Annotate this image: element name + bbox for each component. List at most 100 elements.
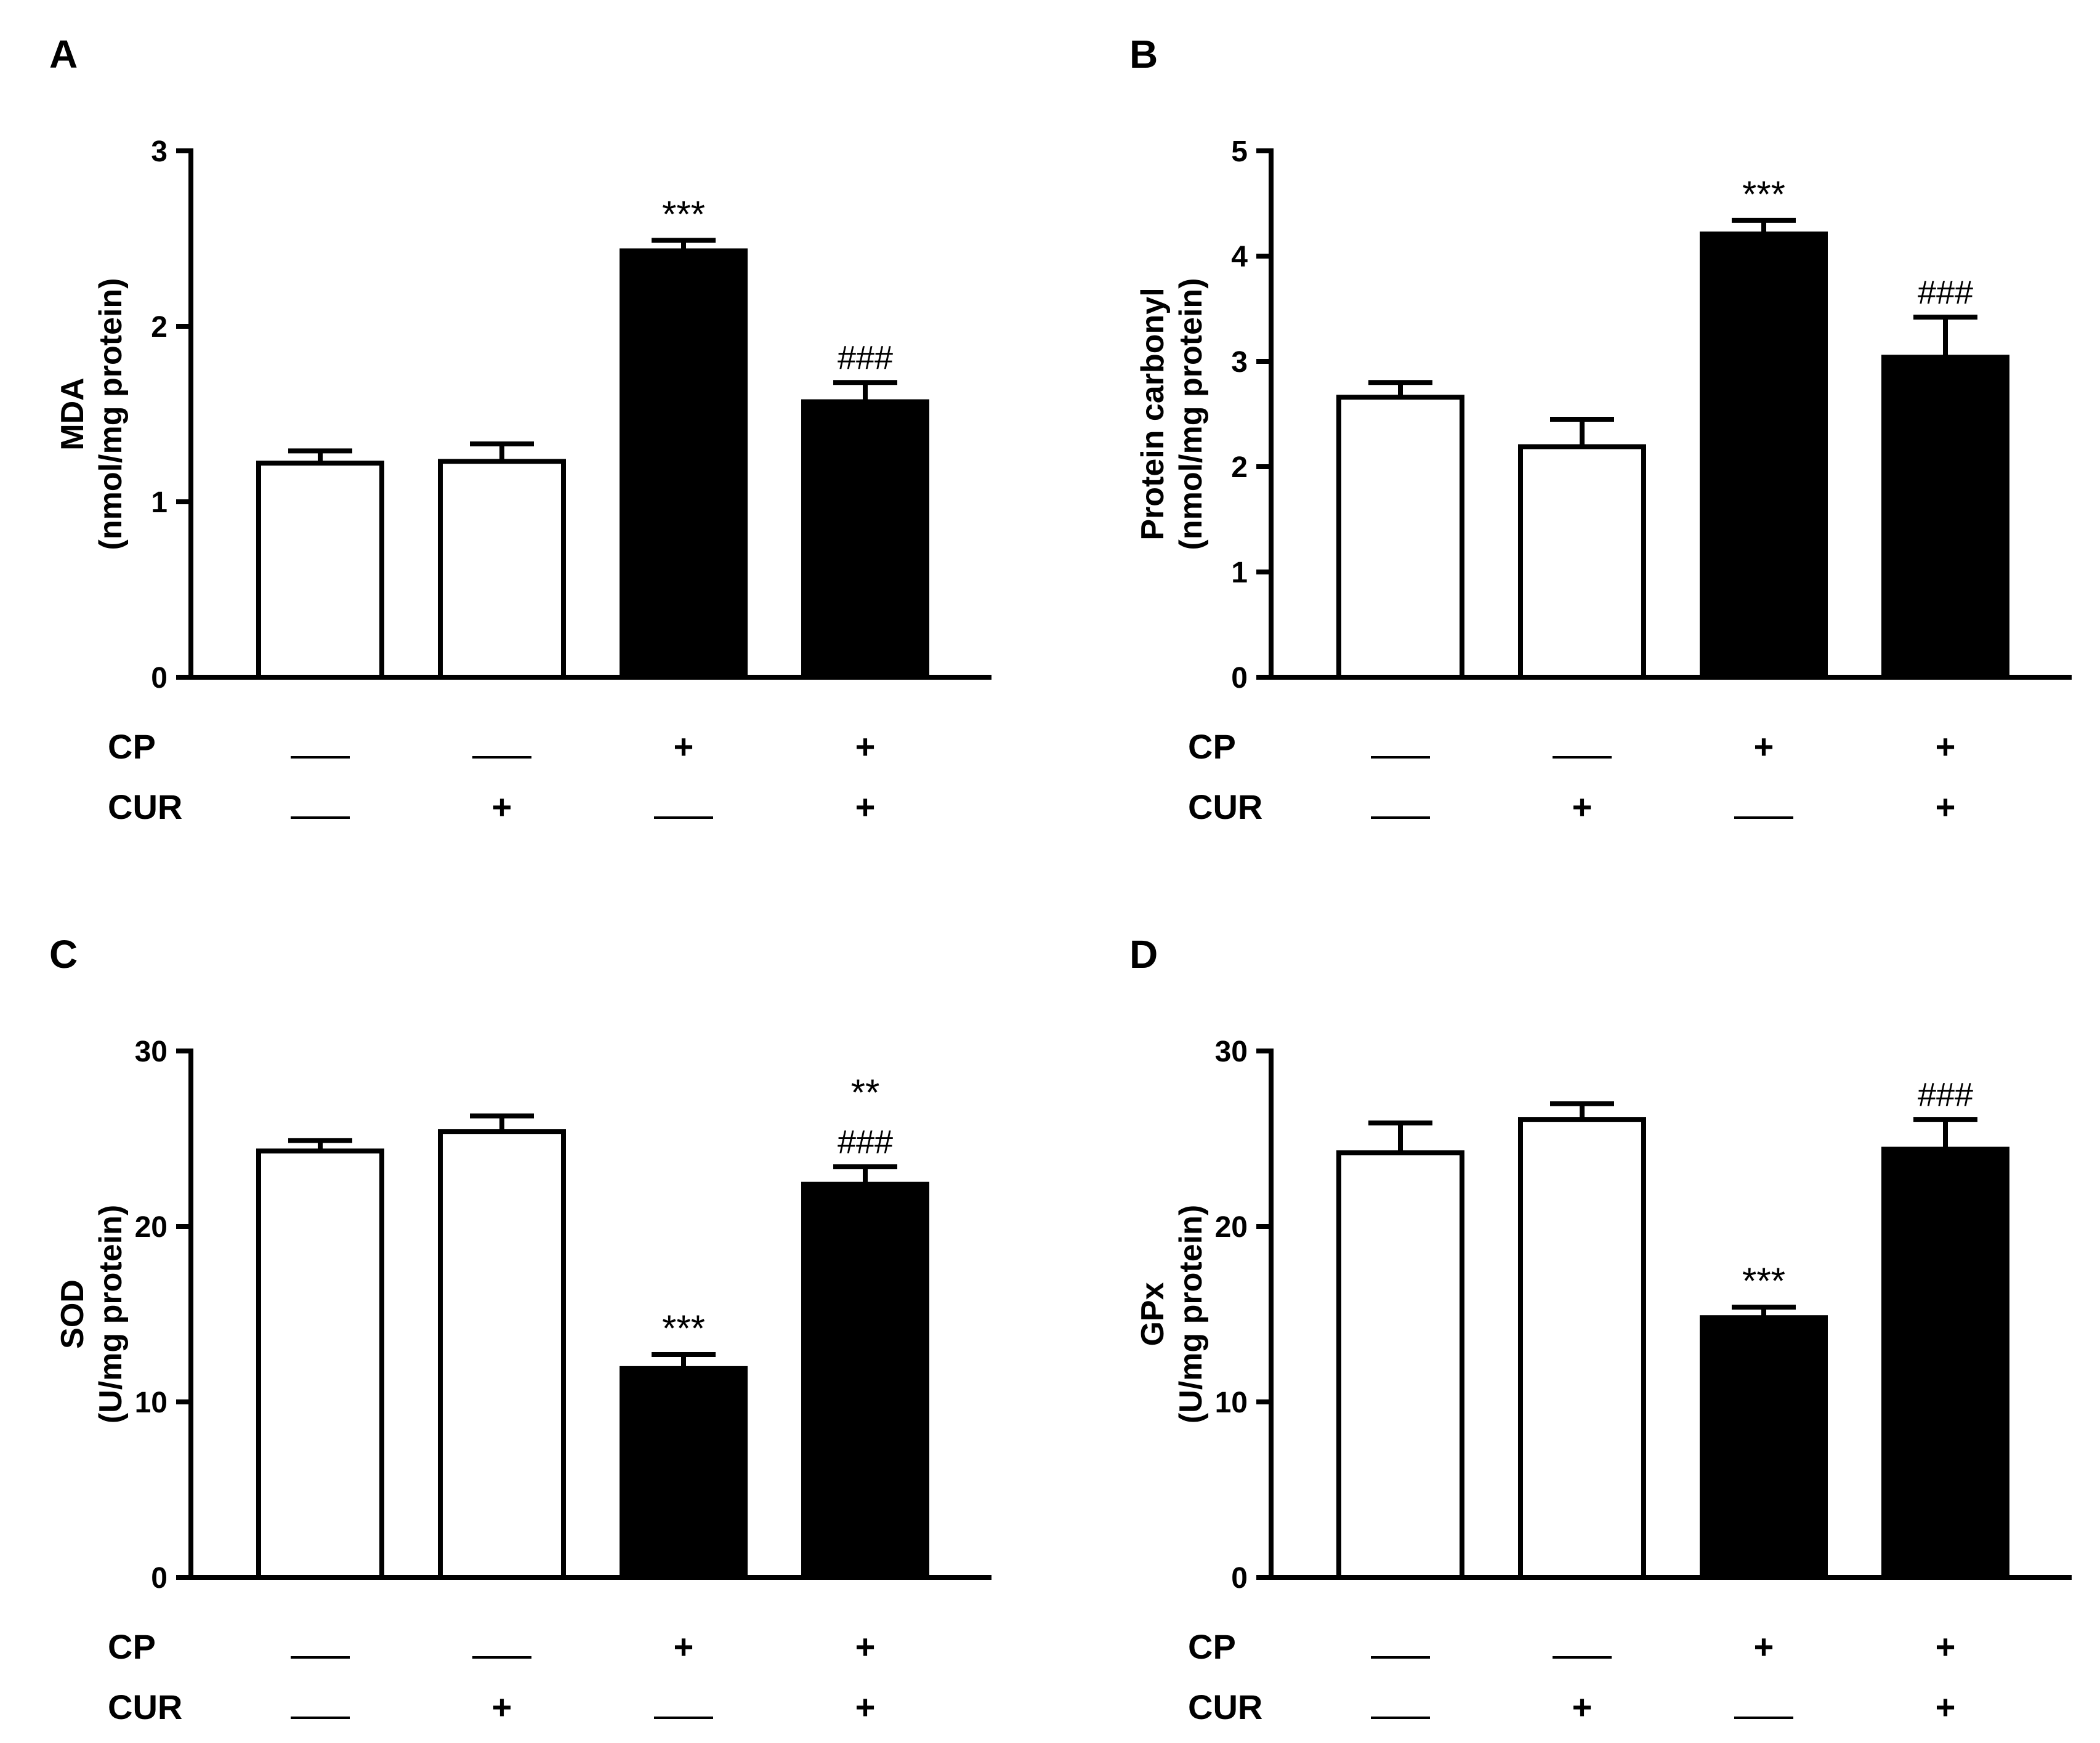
panel-c: C SOD (U/mg protein) 0 10 20 30 *** ### ** CP — — + + C… — [49, 932, 991, 1726]
condition-cp: — — [1565, 1627, 1599, 1666]
y-tick-label: 4 — [1231, 241, 1248, 273]
condition-cp: — — [485, 727, 519, 766]
row-label-cp: CP — [108, 1627, 156, 1666]
bar — [1336, 1150, 1464, 1580]
bar — [256, 461, 384, 680]
condition-cp: — — [1383, 727, 1418, 766]
significance-hash: ### — [838, 339, 893, 376]
y-axis-title-line: GPx — [1135, 1282, 1171, 1346]
y-tick-label: 0 — [1231, 1562, 1248, 1595]
bar — [1518, 444, 1646, 680]
condition-cur: + — [492, 1688, 512, 1726]
y-axis-title-line: (nmol/mg protein) — [93, 278, 129, 550]
condition-cur: + — [855, 1688, 876, 1726]
significance-hash: ### — [1918, 274, 1973, 311]
y-axis-title-line: (nmol/mg protein) — [1173, 278, 1209, 550]
y-tick-label: 10 — [1215, 1387, 1248, 1419]
panel-a: A MDA (nmol/mg protein) 0 1 2 3 *** ### CP — — + + CUR… — [49, 32, 991, 826]
y-axis-title-line: (U/mg protein) — [93, 1205, 129, 1423]
row-label-cur: CUR — [1188, 787, 1262, 826]
y-axis-title-line: (U/mg protein) — [1173, 1205, 1209, 1423]
bar — [438, 459, 566, 680]
bar — [1881, 1146, 2009, 1580]
condition-cur: — — [1383, 787, 1418, 826]
bar — [256, 1148, 384, 1580]
condition-cp: — — [303, 1627, 337, 1666]
condition-cp: + — [1936, 727, 1956, 766]
bar — [620, 1366, 748, 1580]
y-tick-label: 30 — [135, 1036, 168, 1068]
y-axis-title: MDA (nmol/mg protein) — [55, 278, 129, 550]
condition-cp: — — [303, 727, 337, 766]
panel-letter: A — [49, 32, 78, 76]
condition-cur: + — [1572, 787, 1593, 826]
panel-letter: C — [49, 932, 78, 976]
y-tick-label: 1 — [1231, 557, 1248, 589]
y-axis-title-line: MDA — [55, 377, 91, 450]
significance-stars: *** — [662, 193, 705, 235]
bar — [801, 1181, 929, 1580]
y-tick-label: 0 — [151, 1562, 168, 1595]
y-tick-label: 20 — [135, 1211, 168, 1244]
y-axis-title-line: Protein carbonyl — [1135, 288, 1171, 540]
y-axis-title: GPx (U/mg protein) — [1135, 1205, 1209, 1423]
condition-cp: + — [1754, 1627, 1774, 1666]
row-label-cp: CP — [108, 727, 156, 766]
condition-cp: — — [485, 1627, 519, 1666]
condition-cur: — — [1747, 1688, 1781, 1726]
condition-cp: + — [855, 727, 876, 766]
bar — [1518, 1117, 1646, 1580]
bar — [1700, 1315, 1828, 1580]
panel-letter: B — [1129, 32, 1158, 76]
condition-cp: + — [1754, 727, 1774, 766]
panel-letter: D — [1129, 932, 1158, 976]
bar — [1700, 231, 1828, 680]
row-label-cp: CP — [1188, 1627, 1236, 1666]
y-tick-label: 5 — [1231, 135, 1248, 168]
y-tick-label: 1 — [151, 486, 168, 519]
y-tick-label: 10 — [135, 1387, 168, 1419]
condition-cur: — — [666, 787, 701, 826]
condition-cp: — — [1383, 1627, 1418, 1666]
bar — [620, 248, 748, 680]
bar — [438, 1129, 566, 1580]
condition-cp: + — [1936, 1627, 1956, 1666]
significance-hash: ### — [1918, 1076, 1973, 1113]
bar — [801, 399, 929, 680]
y-tick-label: 0 — [151, 662, 168, 694]
y-tick-label: 30 — [1215, 1036, 1248, 1068]
row-label-cur: CUR — [1188, 1688, 1262, 1726]
condition-cp: + — [855, 1627, 876, 1666]
y-axis-title: SOD (U/mg protein) — [55, 1205, 129, 1423]
condition-cur: — — [303, 1688, 337, 1726]
y-tick-label: 20 — [1215, 1211, 1248, 1244]
significance-stars: ** — [851, 1072, 880, 1113]
panel-d: D GPx (U/mg protein) 0 10 20 30 *** ### CP — — + + CUR… — [1129, 932, 2072, 1726]
condition-cur: + — [492, 787, 512, 826]
y-tick-label: 3 — [1231, 346, 1248, 379]
panel-b: B Protein carbonyl (nmol/mg protein) 0 1 2 3 4 5… — [1129, 32, 2072, 826]
condition-cur: — — [303, 787, 337, 826]
row-label-cur: CUR — [108, 787, 182, 826]
condition-cur: + — [1936, 787, 1956, 826]
condition-cp: + — [674, 1627, 694, 1666]
row-label-cur: CUR — [108, 1688, 182, 1726]
bar — [1336, 395, 1464, 680]
y-tick-label: 0 — [1231, 662, 1248, 694]
significance-hash: ### — [838, 1124, 893, 1161]
significance-stars: *** — [1742, 174, 1785, 215]
condition-cur: — — [666, 1688, 701, 1726]
y-tick-label: 3 — [151, 135, 168, 168]
y-axis-title: Protein carbonyl (nmol/mg protein) — [1135, 278, 1209, 550]
condition-cur: — — [1747, 787, 1781, 826]
y-axis-title-line: SOD — [55, 1279, 91, 1349]
condition-cur: — — [1383, 1688, 1418, 1726]
row-label-cp: CP — [1188, 727, 1236, 766]
bar — [1881, 355, 2009, 680]
condition-cur: + — [1936, 1688, 1956, 1726]
significance-stars: *** — [662, 1308, 705, 1349]
condition-cur: + — [855, 787, 876, 826]
significance-stars: *** — [1742, 1260, 1785, 1302]
y-tick-label: 2 — [1231, 451, 1248, 484]
